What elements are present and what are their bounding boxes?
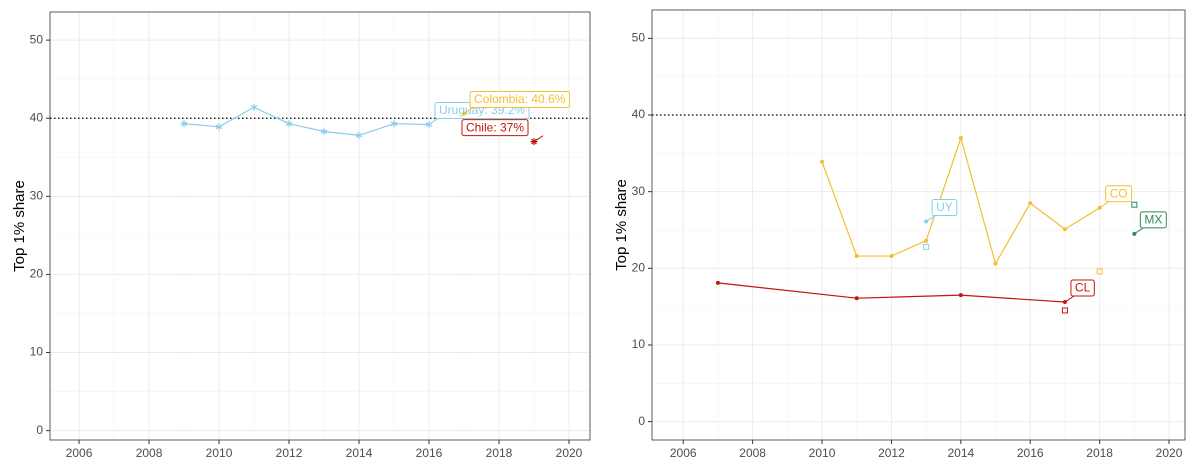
point — [355, 131, 363, 139]
x-tick-label: 2018 — [486, 446, 513, 460]
point — [320, 127, 328, 135]
annotation: Colombia: 40.6% — [463, 91, 570, 114]
x-tick-label: 2018 — [1086, 446, 1113, 460]
point — [993, 261, 998, 266]
annotation-box — [1105, 185, 1133, 203]
annotation-box — [461, 119, 529, 137]
x-tick-label: 2006 — [66, 446, 93, 460]
y-tick-label: 20 — [30, 267, 44, 281]
point — [715, 280, 720, 285]
annotation-box — [1070, 279, 1095, 297]
panel: 2006 2008 2010 2012 2014 2016 2018 2020 0 10 20 30 4… — [613, 9, 1186, 460]
y-tick-label: 10 — [632, 337, 646, 351]
annotation: Chile: 37% — [461, 119, 544, 143]
y-tick-label: 0 — [638, 414, 645, 428]
point — [1096, 268, 1103, 275]
point — [889, 254, 894, 259]
point — [285, 120, 293, 128]
point — [958, 293, 963, 298]
point — [390, 120, 398, 128]
series-line — [717, 282, 1065, 303]
y-tick-label: 30 — [632, 184, 646, 198]
annotation: UY — [925, 199, 958, 222]
annotation-box — [931, 199, 958, 217]
annotation-connector — [533, 135, 544, 143]
plot-border — [651, 9, 1186, 441]
point — [1061, 307, 1068, 314]
x-tick-label: 2020 — [1156, 446, 1183, 460]
y-tick-label: 40 — [30, 110, 44, 124]
y-axis-label: Top 1% share — [11, 180, 28, 272]
series-line — [183, 106, 430, 137]
x-tick-label: 2012 — [878, 446, 905, 460]
x-tick-label: 2010 — [809, 446, 836, 460]
y-tick-label: 30 — [30, 188, 44, 202]
point — [924, 238, 929, 243]
annotation-connector — [463, 107, 474, 114]
point — [820, 159, 825, 164]
x-tick-label: 2008 — [136, 446, 163, 460]
x-tick-label: 2014 — [346, 446, 373, 460]
x-tick-label: 2008 — [739, 446, 766, 460]
x-tick-label: 2016 — [1017, 446, 1044, 460]
annotation-connector — [1064, 295, 1075, 303]
point — [923, 243, 930, 250]
point — [215, 123, 223, 131]
x-tick-label: 2016 — [416, 446, 443, 460]
annotation-connector — [1134, 227, 1144, 235]
point — [250, 103, 258, 111]
y-tick-label: 50 — [30, 32, 44, 46]
point — [180, 120, 188, 128]
point — [958, 136, 963, 141]
y-axis-label: Top 1% share — [613, 179, 630, 271]
y-tick-label: 0 — [36, 423, 43, 437]
annotation-box — [469, 91, 570, 109]
x-tick-label: 2020 — [556, 446, 583, 460]
annotation: MX — [1134, 211, 1167, 235]
annotation-box — [1139, 211, 1167, 229]
x-tick-label: 2006 — [670, 446, 697, 460]
x-tick-label: 2010 — [206, 446, 233, 460]
x-tick-label: 2012 — [276, 446, 303, 460]
point — [530, 138, 538, 146]
plot-border — [49, 11, 591, 441]
point — [1028, 201, 1033, 206]
annotation-connector — [428, 118, 439, 125]
y-tick-label: 50 — [632, 31, 646, 45]
annotation-connector — [1099, 201, 1109, 209]
y-tick-label: 40 — [632, 107, 646, 121]
y-tick-label: 20 — [632, 260, 646, 274]
annotation-label: UY — [936, 200, 953, 214]
annotation-label: Colombia: 40.6% — [474, 92, 566, 106]
point — [854, 296, 859, 301]
panel: 2006 2008 2010 2012 2014 2016 2018 2020 0 10 20 30 4… — [11, 11, 591, 460]
y-tick-label: 10 — [30, 345, 44, 359]
point — [1131, 201, 1138, 208]
point — [1062, 227, 1067, 232]
annotation: CL — [1064, 279, 1095, 303]
annotation-label: Chile: 37% — [466, 120, 524, 134]
annotation-label: CO — [1110, 186, 1128, 200]
annotation-connector — [925, 215, 936, 222]
point — [854, 254, 859, 259]
annotation-label: CL — [1075, 281, 1091, 295]
annotation-label: MX — [1144, 212, 1162, 226]
annotation: CO — [1099, 185, 1133, 209]
x-tick-label: 2014 — [947, 446, 974, 460]
